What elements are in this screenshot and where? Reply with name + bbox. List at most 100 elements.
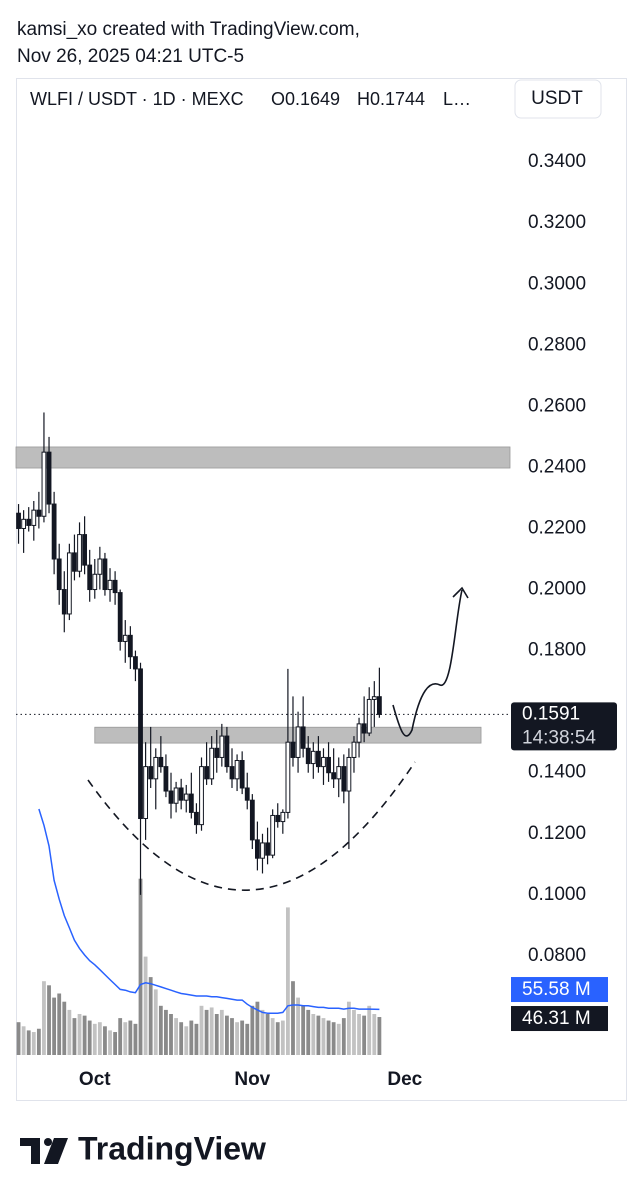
volume-bar bbox=[357, 1014, 361, 1055]
logo-icon bbox=[44, 1138, 52, 1146]
volume-bar bbox=[280, 1020, 285, 1055]
candle-body bbox=[321, 756, 326, 768]
candle-body bbox=[133, 656, 138, 670]
candle-body bbox=[214, 747, 220, 758]
volume-bar bbox=[153, 989, 158, 1055]
candle-body bbox=[26, 518, 32, 526]
candle-body bbox=[51, 503, 57, 560]
candle-body bbox=[46, 451, 52, 505]
low: L… bbox=[443, 89, 471, 109]
volume-ma-label: 55.58 M bbox=[522, 979, 591, 1000]
volume-bar bbox=[189, 1020, 194, 1055]
candle-body bbox=[371, 696, 377, 700]
candle-body bbox=[143, 766, 149, 820]
currency-button[interactable] bbox=[514, 79, 602, 119]
candle-body bbox=[199, 766, 204, 826]
y-tick-label: 0.0800 bbox=[528, 945, 586, 966]
attribution: Nov 26, 2025 04:21 UTC-5 bbox=[17, 46, 244, 67]
candle-body bbox=[82, 534, 88, 566]
high: H0.1744 bbox=[357, 89, 425, 109]
volume-bar bbox=[326, 1020, 331, 1055]
volume-bar bbox=[62, 1001, 67, 1055]
y-tick-label: 0.2000 bbox=[528, 579, 586, 600]
candle-body bbox=[138, 668, 143, 820]
volume-bar bbox=[250, 1005, 255, 1055]
candle-body bbox=[56, 558, 62, 591]
volume-bar bbox=[219, 1009, 224, 1055]
y-tick-label: 0.1000 bbox=[528, 884, 586, 905]
candle-body bbox=[188, 793, 194, 813]
x-tick-label: Nov bbox=[234, 1069, 270, 1090]
volume-bar bbox=[184, 1026, 189, 1055]
volume-bar bbox=[265, 1014, 270, 1055]
candle-body bbox=[341, 766, 347, 792]
volume-bar bbox=[199, 1005, 204, 1055]
logo-icon bbox=[44, 1138, 68, 1164]
volume-bar bbox=[21, 1026, 26, 1055]
candle-body bbox=[275, 814, 281, 823]
volume-bar bbox=[377, 1017, 382, 1055]
candle-body bbox=[178, 787, 184, 801]
last-price-label: 0.1591 bbox=[522, 703, 580, 724]
y-tick-label: 0.2800 bbox=[528, 334, 586, 355]
candle-body bbox=[234, 760, 240, 780]
candle-body bbox=[102, 558, 108, 591]
volume-bar bbox=[341, 1018, 346, 1055]
candle-body bbox=[351, 741, 357, 758]
volume-bar bbox=[296, 997, 300, 1055]
volume-ma-line bbox=[38, 808, 380, 1014]
volume-bar bbox=[16, 1022, 21, 1055]
y-tick-label: 0.3400 bbox=[528, 151, 586, 172]
candle-body bbox=[66, 552, 72, 615]
y-tick-label: 0.3000 bbox=[528, 273, 586, 294]
volume-bar bbox=[209, 1007, 214, 1055]
candle-body bbox=[87, 564, 93, 591]
volume-bar bbox=[42, 981, 46, 1055]
chart-frame bbox=[16, 78, 627, 1101]
candle-body bbox=[112, 579, 118, 594]
candle-body bbox=[280, 811, 286, 823]
last-price-box bbox=[511, 702, 617, 751]
logo-text: TradingView bbox=[78, 1130, 266, 1166]
volume-bar bbox=[97, 1022, 102, 1055]
candle-body bbox=[77, 534, 82, 572]
candle-body bbox=[219, 735, 225, 758]
currency[interactable]: USDT bbox=[531, 88, 583, 109]
candle-body bbox=[158, 756, 164, 768]
x-tick-label: Oct bbox=[79, 1069, 111, 1090]
volume-bar bbox=[336, 1023, 341, 1055]
volume-bar bbox=[158, 1005, 163, 1055]
candle-body bbox=[204, 766, 209, 780]
volume-bar bbox=[72, 1018, 77, 1055]
volume-bar bbox=[118, 1018, 123, 1055]
logo-icon bbox=[20, 1138, 40, 1164]
logo: TradingView bbox=[20, 1130, 266, 1166]
y-tick-label: 0.3200 bbox=[528, 212, 586, 233]
volume-bar bbox=[169, 1014, 173, 1055]
volume-bar bbox=[306, 1009, 311, 1055]
volume-bar bbox=[179, 1022, 184, 1055]
volume-bar bbox=[367, 1005, 372, 1055]
volume-bar bbox=[103, 1026, 107, 1055]
x-tick-label: Dec bbox=[387, 1069, 422, 1090]
candle-body bbox=[173, 787, 179, 804]
candle-body bbox=[41, 451, 47, 517]
volume-bar bbox=[194, 1023, 199, 1055]
candle-body bbox=[315, 750, 321, 768]
y-tick-label: 0.2400 bbox=[528, 456, 586, 477]
y-tick-label: 0.1800 bbox=[528, 640, 586, 661]
candle-body bbox=[376, 696, 382, 715]
candle-body bbox=[61, 589, 67, 615]
volume-bar bbox=[240, 1020, 245, 1055]
volume-bar bbox=[372, 1014, 377, 1055]
volume-bar bbox=[143, 956, 148, 1055]
volume-bar bbox=[174, 1018, 178, 1055]
candle-body bbox=[107, 579, 113, 591]
candle-body bbox=[366, 698, 372, 734]
volume-ma-box bbox=[511, 977, 608, 1003]
y-tick-label: 0.1200 bbox=[528, 823, 586, 844]
volume-bar bbox=[204, 1009, 209, 1055]
candle-body bbox=[229, 766, 235, 780]
volume-bar bbox=[31, 1032, 36, 1055]
candle-body bbox=[117, 592, 123, 642]
